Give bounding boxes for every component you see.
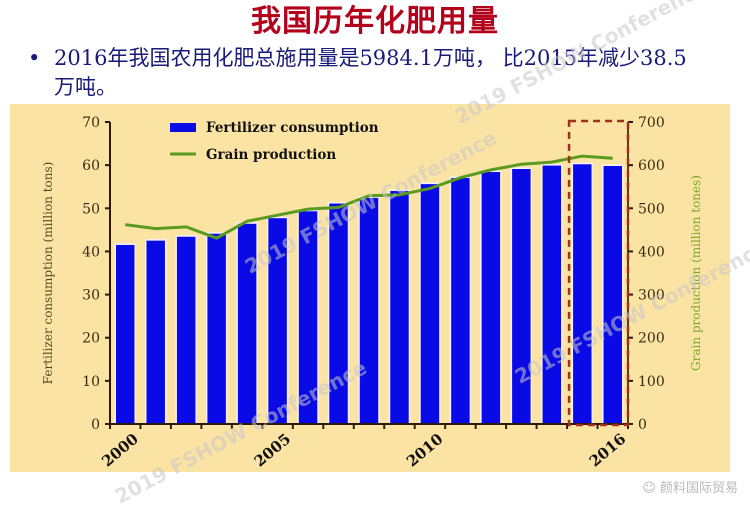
fertilizer-bar-2013	[512, 169, 531, 424]
x-tick-label: 2000	[98, 430, 142, 471]
right-axis-title: Grain production (million tones)	[689, 175, 703, 371]
left-tick-label: 10	[82, 374, 100, 390]
fertilizer-bar-2006	[298, 211, 318, 424]
left-tick-label: 60	[82, 158, 100, 174]
right-tick-label: 700	[638, 115, 665, 131]
right-tick-label: 500	[638, 201, 665, 217]
right-tick-label: 100	[638, 374, 665, 390]
fertilizer-bar-2004	[237, 223, 257, 424]
combo-chart: 0 10 20 30 40 50 60 70 2000 2005 2010 2016 0 100 200 30…	[41, 115, 703, 471]
x-tick-label: 2016	[586, 430, 630, 471]
fertilizer-bar-2008	[359, 197, 379, 424]
fertilizer-bar-2000	[116, 244, 135, 424]
fertilizer-bar-2002	[176, 236, 196, 424]
legend-bar-swatch	[170, 123, 196, 132]
left-tick-label: 40	[82, 244, 100, 260]
right-tick-label: 0	[638, 417, 647, 433]
fertilizer-bar-2012	[481, 172, 501, 424]
left-tick-label: 70	[82, 115, 100, 131]
bullet-dot: •	[28, 46, 41, 70]
fertilizer-bar-2014	[542, 165, 562, 424]
footer-text: 颜料国际贸易	[659, 481, 738, 496]
left-tick-label: 20	[82, 331, 100, 347]
fertilizer-bar-2010	[420, 184, 440, 424]
left-tick-label: 30	[82, 288, 100, 304]
fertilizer-bar-2015	[573, 164, 592, 424]
summary-text: 2016年我国农用化肥总施用量是5984.1万吨， 比2015年减少38.5万吨…	[54, 46, 687, 99]
wechat-icon: ☺	[642, 481, 660, 496]
fertilizer-bar-2001	[146, 240, 165, 424]
fertilizer-bar-2016	[603, 166, 622, 424]
right-tick-label: 600	[638, 158, 665, 174]
highlight-box	[567, 119, 630, 427]
grain-production-line	[125, 154, 613, 240]
page-title: 我国历年化肥用量	[251, 4, 499, 39]
fertilizer-bar-2003	[207, 233, 226, 424]
legend-label-fertilizer: Fertilizer consumption	[206, 120, 379, 136]
left-tick-label: 0	[91, 417, 100, 433]
x-tick-label: 2010	[403, 430, 447, 471]
footer-source: ☺ 颜料国际贸易	[642, 477, 738, 496]
right-tick-label: 200	[638, 331, 665, 347]
x-tick-label: 2005	[251, 430, 295, 471]
chart-panel: 0 10 20 30 40 50 60 70 2000 2005 2010 2016 0 100 200 30…	[10, 104, 730, 472]
fertilizer-bar-2007	[329, 203, 348, 424]
fertilizer-bar-2005	[268, 218, 287, 424]
left-axis-title: Fertilizer consumption (million tons)	[41, 162, 55, 385]
fertilizer-bar-2011	[451, 178, 470, 424]
left-tick-label: 50	[82, 201, 100, 217]
right-tick-label: 400	[638, 244, 665, 260]
right-tick-label: 300	[638, 288, 665, 304]
legend-label-grain: Grain production	[206, 147, 336, 163]
fertilizer-bar-2009	[390, 191, 409, 424]
